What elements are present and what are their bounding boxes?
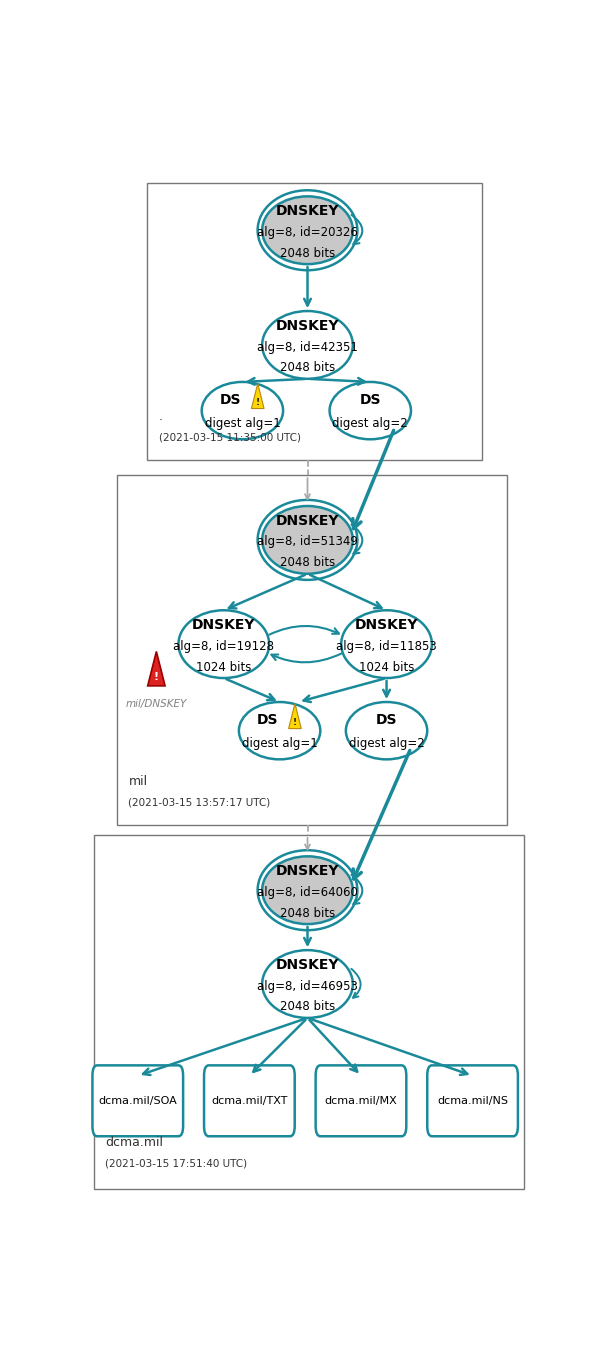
FancyBboxPatch shape: [117, 475, 508, 825]
Text: mil/DNSKEY: mil/DNSKEY: [125, 699, 187, 708]
Text: .: .: [158, 410, 163, 422]
Text: 1024 bits: 1024 bits: [359, 661, 414, 673]
Ellipse shape: [262, 951, 353, 1018]
Text: dcma.mil/MX: dcma.mil/MX: [325, 1095, 397, 1106]
Text: 2048 bits: 2048 bits: [280, 907, 335, 919]
FancyArrowPatch shape: [352, 875, 362, 904]
Text: digest alg=1: digest alg=1: [205, 417, 280, 429]
Text: alg=8, id=20326: alg=8, id=20326: [257, 226, 358, 238]
Text: alg=8, id=42351: alg=8, id=42351: [257, 340, 358, 353]
Ellipse shape: [329, 382, 411, 439]
FancyArrowPatch shape: [352, 215, 362, 244]
FancyBboxPatch shape: [92, 1066, 183, 1136]
Ellipse shape: [341, 611, 432, 678]
Ellipse shape: [262, 856, 353, 923]
Ellipse shape: [178, 611, 269, 678]
Ellipse shape: [262, 196, 353, 264]
Text: dcma.mil: dcma.mil: [105, 1136, 163, 1148]
FancyBboxPatch shape: [316, 1066, 406, 1136]
Text: alg=8, id=51349: alg=8, id=51349: [257, 535, 358, 548]
FancyBboxPatch shape: [427, 1066, 518, 1136]
Ellipse shape: [262, 506, 353, 574]
Text: (2021-03-15 11:35:00 UTC): (2021-03-15 11:35:00 UTC): [158, 433, 301, 443]
Ellipse shape: [202, 382, 283, 439]
Text: DNSKEY: DNSKEY: [192, 619, 256, 632]
Text: 2048 bits: 2048 bits: [280, 556, 335, 569]
Text: alg=8, id=11853: alg=8, id=11853: [336, 639, 437, 653]
Polygon shape: [251, 383, 264, 409]
Polygon shape: [289, 704, 301, 728]
Text: dcma.mil/TXT: dcma.mil/TXT: [211, 1095, 287, 1106]
Text: DS: DS: [257, 714, 279, 727]
FancyBboxPatch shape: [94, 835, 524, 1189]
Text: mil: mil: [128, 774, 148, 788]
Text: 1024 bits: 1024 bits: [196, 661, 251, 673]
Text: (2021-03-15 13:57:17 UTC): (2021-03-15 13:57:17 UTC): [128, 798, 271, 808]
Text: DNSKEY: DNSKEY: [276, 864, 339, 879]
Text: 2048 bits: 2048 bits: [280, 362, 335, 374]
Text: 2048 bits: 2048 bits: [280, 1001, 335, 1014]
FancyBboxPatch shape: [147, 183, 482, 459]
Text: DNSKEY: DNSKEY: [276, 959, 339, 972]
Text: DNSKEY: DNSKEY: [355, 619, 418, 632]
Text: digest alg=2: digest alg=2: [332, 417, 408, 429]
Text: !: !: [154, 672, 159, 681]
Text: (2021-03-15 17:51:40 UTC): (2021-03-15 17:51:40 UTC): [105, 1159, 247, 1169]
Text: DS: DS: [359, 393, 381, 408]
Text: digest alg=2: digest alg=2: [349, 737, 424, 750]
Text: 2048 bits: 2048 bits: [280, 246, 335, 260]
Ellipse shape: [262, 311, 353, 379]
Text: DNSKEY: DNSKEY: [276, 515, 339, 528]
Text: alg=8, id=19128: alg=8, id=19128: [173, 639, 274, 653]
Ellipse shape: [239, 701, 320, 760]
Polygon shape: [148, 651, 165, 686]
FancyArrowPatch shape: [352, 969, 361, 998]
Text: DNSKEY: DNSKEY: [276, 320, 339, 333]
FancyBboxPatch shape: [204, 1066, 295, 1136]
Text: dcma.mil/NS: dcma.mil/NS: [437, 1095, 508, 1106]
Text: alg=8, id=46953: alg=8, id=46953: [257, 979, 358, 992]
Text: digest alg=1: digest alg=1: [242, 737, 317, 750]
Text: !: !: [293, 718, 297, 727]
Text: !: !: [256, 398, 260, 406]
FancyArrowPatch shape: [352, 524, 362, 554]
Text: DNSKEY: DNSKEY: [276, 204, 339, 218]
Text: DS: DS: [376, 714, 397, 727]
Ellipse shape: [346, 701, 427, 760]
Text: alg=8, id=64060: alg=8, id=64060: [257, 886, 358, 899]
Text: dcma.mil/SOA: dcma.mil/SOA: [98, 1095, 177, 1106]
Text: DS: DS: [220, 393, 242, 408]
